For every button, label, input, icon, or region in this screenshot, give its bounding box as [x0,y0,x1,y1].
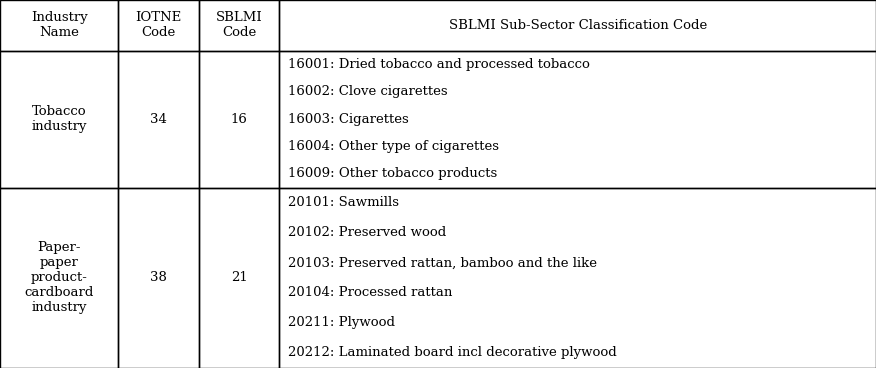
Bar [199,0,279,51]
Text: 20101: Sawmills: 20101: Sawmills [288,196,399,209]
Text: IOTNE
Code: IOTNE Code [136,11,181,39]
Text: 20102: Preserved wood: 20102: Preserved wood [288,226,447,239]
Bar [279,0,876,51]
Text: Tobacco
industry: Tobacco industry [32,105,87,133]
Bar [118,51,199,188]
Text: 21: 21 [230,271,248,284]
Text: 38: 38 [150,271,167,284]
Text: 16001: Dried tobacco and processed tobacco: 16001: Dried tobacco and processed tobac… [288,58,590,71]
Text: SBLMI Sub-Sector Classification Code: SBLMI Sub-Sector Classification Code [449,19,707,32]
Bar [199,51,279,188]
Bar [118,188,199,368]
Text: 16002: Clove cigarettes: 16002: Clove cigarettes [288,85,448,98]
Text: 16004: Other type of cigarettes: 16004: Other type of cigarettes [288,140,499,153]
Text: 16003: Cigarettes: 16003: Cigarettes [288,113,409,126]
Text: 16009: Other tobacco products: 16009: Other tobacco products [288,167,498,180]
Bar [279,51,876,188]
Bar [279,188,876,368]
Bar [199,188,279,368]
Text: Industry
Name: Industry Name [31,11,88,39]
Bar [118,0,199,51]
Text: 20104: Processed rattan: 20104: Processed rattan [288,286,453,299]
Bar [0,188,118,368]
Text: SBLMI
Code: SBLMI Code [215,11,263,39]
Text: 20211: Plywood: 20211: Plywood [288,316,395,329]
Text: 20103: Preserved rattan, bamboo and the like: 20103: Preserved rattan, bamboo and the … [288,256,597,269]
Text: Paper-
paper
product-
cardboard
industry: Paper- paper product- cardboard industry [25,241,94,314]
Bar [0,51,118,188]
Bar [0,0,118,51]
Text: 34: 34 [150,113,167,126]
Text: 16: 16 [230,113,248,126]
Text: 20212: Laminated board incl decorative plywood: 20212: Laminated board incl decorative p… [288,347,617,360]
